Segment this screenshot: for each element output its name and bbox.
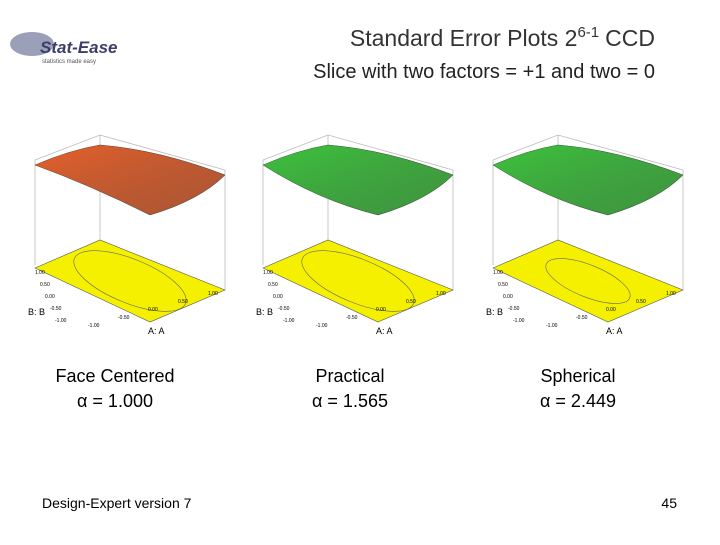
x-tick-label: -1.00 bbox=[88, 323, 100, 329]
y-tick-label: -0.50 bbox=[278, 306, 290, 312]
y-tick-label: 0.00 bbox=[273, 294, 283, 300]
logo-swoosh bbox=[10, 32, 54, 56]
y-tick-label: -1.00 bbox=[513, 318, 525, 324]
logo-tagline: statistics made easy bbox=[42, 59, 96, 65]
contour-plane bbox=[262, 239, 454, 323]
caption: Practical bbox=[315, 366, 384, 386]
title-text: Standard Error Plots 2 bbox=[350, 25, 578, 51]
logo: Stat-Ease statistics made easy bbox=[10, 32, 117, 65]
y-tick-label: -1.00 bbox=[283, 318, 295, 324]
x-tick-label: -0.50 bbox=[346, 315, 358, 321]
logo-name: Stat-Ease bbox=[40, 38, 117, 57]
alpha: α = 1.565 bbox=[312, 391, 388, 411]
x-tick-label: 0.00 bbox=[606, 307, 616, 313]
surface-shade bbox=[493, 145, 683, 215]
plot: -1.00 -0.50 0.00 0.50 1.00 -1.00 -0.50 0.00 0.50… bbox=[256, 134, 454, 411]
y-tick-label: -0.50 bbox=[508, 306, 520, 312]
y-tick-label: 1.00 bbox=[35, 270, 45, 276]
title-suffix: CCD bbox=[605, 25, 655, 51]
x-tick-label: 0.50 bbox=[178, 299, 188, 305]
x-tick-label: -1.00 bbox=[546, 323, 558, 329]
title: Standard Error Plots 26-1 CCD bbox=[350, 24, 655, 51]
plots: -1.00 -0.50 0.00 0.50 1.00 -1.00 -0.50 0.00 0.50… bbox=[28, 134, 684, 411]
y-tick-label: 1.00 bbox=[493, 270, 503, 276]
x-tick-label: -1.00 bbox=[316, 323, 328, 329]
alpha: α = 1.000 bbox=[77, 391, 153, 411]
x-tick-label: -0.50 bbox=[576, 315, 588, 321]
y-tick-label: 0.00 bbox=[45, 294, 55, 300]
x-tick-label: 0.00 bbox=[148, 307, 158, 313]
x-tick-label: 1.00 bbox=[666, 291, 676, 297]
caption: Spherical bbox=[540, 366, 615, 386]
contour-plane bbox=[34, 239, 226, 323]
y-axis-label: B: B bbox=[256, 307, 273, 317]
y-tick-label: -0.50 bbox=[50, 306, 62, 312]
x-tick-label: 0.50 bbox=[636, 299, 646, 305]
x-axis-label: A: A bbox=[148, 326, 165, 336]
caption: Face Centered bbox=[55, 366, 174, 386]
y-tick-label: 0.50 bbox=[40, 282, 50, 288]
surface-shade bbox=[35, 145, 225, 215]
x-tick-label: 1.00 bbox=[208, 291, 218, 297]
contour-plane bbox=[492, 239, 684, 323]
contour bbox=[301, 250, 415, 312]
x-axis-label: A: A bbox=[606, 326, 623, 336]
subtitle: Slice with two factors = +1 and two = 0 bbox=[313, 61, 655, 83]
x-tick-label: -0.50 bbox=[118, 315, 130, 321]
surface-shade bbox=[263, 145, 453, 215]
plot: -1.00 -0.50 0.00 0.50 1.00 -1.00 -0.50 0.00 0.50… bbox=[28, 134, 226, 411]
x-tick-label: 0.50 bbox=[406, 299, 416, 305]
contour bbox=[73, 250, 187, 312]
contour bbox=[545, 258, 631, 304]
y-tick-label: 0.50 bbox=[498, 282, 508, 288]
page-number: 45 bbox=[661, 495, 677, 511]
x-axis-label: A: A bbox=[376, 326, 393, 336]
alpha: α = 2.449 bbox=[540, 391, 616, 411]
y-tick-label: -1.00 bbox=[55, 318, 67, 324]
title-superscript: 6-1 bbox=[577, 24, 599, 41]
x-tick-label: 1.00 bbox=[436, 291, 446, 297]
plot: -1.00 -0.50 0.00 0.50 1.00 -1.00 -0.50 0.00 0.50… bbox=[486, 134, 684, 411]
x-tick-label: 0.00 bbox=[376, 307, 386, 313]
y-tick-label: 1.00 bbox=[263, 270, 273, 276]
y-tick-label: 0.50 bbox=[268, 282, 278, 288]
y-axis-label: B: B bbox=[486, 307, 503, 317]
y-tick-label: 0.00 bbox=[503, 294, 513, 300]
y-axis-label: B: B bbox=[28, 307, 45, 317]
footer-left: Design-Expert version 7 bbox=[42, 495, 192, 511]
